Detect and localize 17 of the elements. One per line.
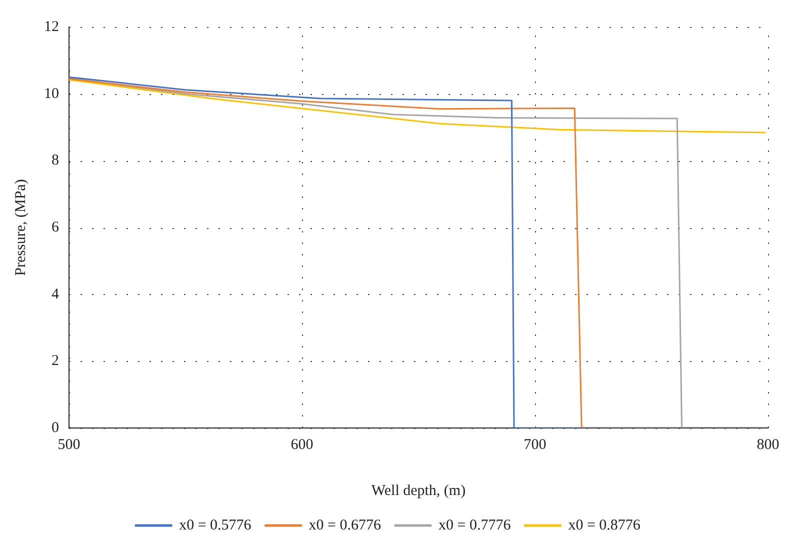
y-tick-label: 0 [52,420,59,436]
x-tick-label: 700 [524,436,546,453]
x-axis-title: Well depth, (m) [371,482,466,499]
y-tick-label: 10 [44,86,59,102]
legend-label: x0 = 0.8776 [568,517,641,534]
legend-label: x0 = 0.6776 [308,517,382,534]
y-tick-label: 12 [44,18,59,35]
y-tick-label: 6 [52,219,60,236]
y-axis-title: Pressure, (MPa) [12,179,29,276]
legend-label: x0 = 0.5776 [179,517,252,534]
legend-label: x0 = 0.7776 [438,517,512,534]
y-tick-label: 8 [52,152,59,169]
x-tick-label: 800 [756,436,780,453]
x-tick-label: 600 [290,436,314,453]
y-tick-label: 4 [52,286,60,302]
y-tick-label: 2 [52,353,59,370]
x-tick-label: 500 [58,436,80,453]
